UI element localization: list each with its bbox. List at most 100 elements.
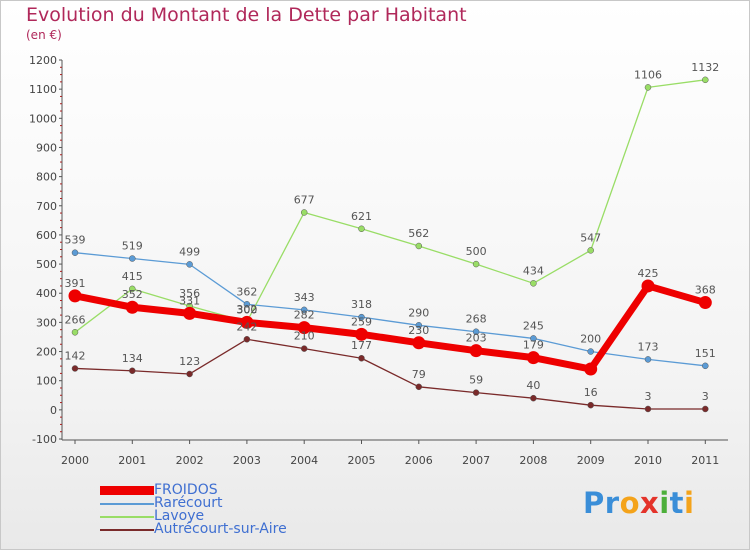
legend-swatch (100, 528, 154, 531)
data-label-lavoye: 500 (466, 245, 487, 258)
data-point-froidos (183, 306, 197, 320)
data-label-rarecourt: 151 (695, 347, 716, 360)
y-tick-label: 200 (36, 346, 57, 359)
data-point-lavoye (71, 329, 79, 336)
data-point-froidos (125, 300, 139, 314)
series-line-froidos (71, 282, 709, 373)
data-point-froidos (412, 336, 426, 350)
data-point-autrecourt (530, 394, 537, 402)
data-point-lavoye (472, 260, 480, 268)
data-point-rarecourt (644, 356, 652, 363)
y-tick-label: 700 (36, 200, 57, 213)
data-label-rarecourt: 268 (466, 313, 487, 326)
data-label-autrecourt: 123 (179, 355, 200, 368)
data-point-rarecourt (243, 301, 251, 308)
legend-label: Rarécourt (154, 495, 223, 511)
legend-swatch (100, 502, 154, 505)
data-label-froidos: 203 (466, 332, 487, 345)
data-point-froidos (68, 289, 82, 303)
data-label-froidos: 179 (523, 339, 544, 352)
data-point-lavoye (702, 76, 709, 84)
data-label-autrecourt: 59 (469, 374, 483, 387)
data-point-rarecourt (71, 249, 79, 256)
x-tick-label: 2007 (462, 454, 490, 467)
data-label-lavoye: 677 (294, 193, 315, 206)
data-point-autrecourt (472, 389, 480, 396)
data-label-rarecourt: 539 (65, 234, 86, 247)
y-tick-label: 500 (36, 258, 57, 271)
data-label-autrecourt: 142 (65, 349, 86, 362)
data-point-autrecourt (587, 401, 594, 409)
data-label-froidos: 259 (351, 315, 372, 328)
data-label-autrecourt: 79 (412, 368, 426, 381)
data-point-froidos (297, 321, 311, 335)
x-tick-label: 2011 (691, 454, 719, 467)
x-tick-label: 2005 (348, 454, 376, 467)
data-point-rarecourt (129, 255, 136, 262)
data-point-froidos (469, 344, 483, 358)
data-point-froidos (526, 351, 540, 365)
x-tick-label: 2004 (290, 454, 318, 467)
x-tick-label: 2000 (61, 454, 89, 467)
y-tick-label: 800 (36, 171, 57, 184)
proxiti-logo: Proxiti (583, 486, 695, 520)
data-label-rarecourt: 173 (638, 340, 659, 353)
data-point-rarecourt (300, 306, 308, 314)
data-label-lavoye: 562 (408, 227, 429, 240)
data-point-lavoye (415, 242, 423, 250)
data-point-froidos (698, 296, 712, 310)
data-label-lavoye: 302 (236, 303, 257, 316)
data-label-lavoye: 621 (351, 210, 372, 223)
legend-label: Autrécourt-sur-Aire (154, 521, 287, 537)
data-label-autrecourt: 134 (122, 352, 143, 365)
y-tick-label: 1100 (29, 83, 57, 96)
data-label-froidos: 282 (294, 309, 315, 322)
legend-label: FROIDOS (154, 482, 218, 498)
data-label-rarecourt: 499 (179, 245, 200, 258)
data-point-lavoye (358, 225, 365, 233)
data-point-rarecourt (358, 313, 365, 321)
legend-swatch (100, 486, 154, 495)
legend: FROIDOS Rarécourt Lavoye Autrécourt-sur-… (100, 482, 287, 537)
data-label-lavoye: 434 (523, 264, 544, 277)
legend-item-autrecourt: Autrécourt-sur-Aire (100, 521, 287, 537)
data-label-rarecourt: 343 (294, 291, 315, 304)
data-point-froidos (240, 315, 254, 329)
data-point-froidos (355, 327, 368, 341)
data-label-rarecourt: 519 (122, 240, 143, 253)
data-label-rarecourt: 200 (580, 333, 601, 346)
data-label-rarecourt: 290 (408, 306, 429, 319)
data-point-lavoye (300, 209, 308, 216)
legend-item-rarecourt: Rarécourt (100, 495, 287, 511)
data-point-autrecourt (243, 336, 251, 343)
data-point-autrecourt (129, 367, 136, 375)
data-label-rarecourt: 318 (351, 298, 372, 311)
data-point-froidos (584, 362, 598, 376)
legend-swatch (100, 515, 154, 518)
data-point-rarecourt (587, 348, 594, 355)
legend-label: Lavoye (154, 508, 205, 524)
data-label-froidos: 352 (122, 288, 143, 301)
y-tick-label: 1200 (29, 54, 57, 67)
y-tick-label: 600 (36, 229, 57, 242)
chart-title: Evolution du Montant de la Dette par Hab… (26, 4, 467, 26)
data-point-autrecourt (71, 365, 79, 372)
data-label-froidos: 368 (695, 284, 716, 297)
data-label-autrecourt: 3 (702, 390, 709, 403)
y-tick-label: 1000 (29, 112, 57, 125)
y-tick-label: 900 (36, 141, 57, 154)
chart-subtitle: (en €) (26, 28, 62, 42)
data-label-froidos: 230 (408, 324, 429, 337)
data-point-lavoye (129, 285, 136, 293)
data-label-froidos: 331 (179, 294, 200, 307)
legend-item-lavoye: Lavoye (100, 508, 287, 524)
x-tick-label: 2008 (519, 454, 547, 467)
y-tick-label: 0 (50, 404, 57, 417)
data-point-rarecourt (702, 362, 709, 370)
y-tick-label: 100 (36, 375, 57, 388)
data-label-froidos: 425 (638, 267, 659, 280)
x-tick-label: 2010 (634, 454, 662, 467)
data-label-autrecourt: 40 (526, 379, 540, 392)
legend-item-froidos: FROIDOS (100, 482, 287, 498)
